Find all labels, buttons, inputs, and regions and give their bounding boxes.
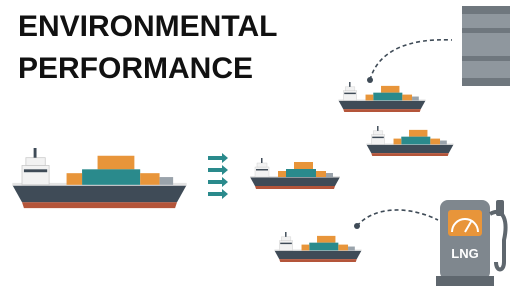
- arrows: [208, 153, 228, 199]
- title-line: ENVIRONMENTAL: [18, 10, 277, 43]
- path-dot: [367, 77, 373, 83]
- small-ship: [366, 126, 453, 156]
- small-ship: [250, 158, 340, 189]
- page: ENVIRONMENTAL PERFORMANCE LNG (() => { c…: [0, 0, 510, 286]
- fuel-pump: LNG: [436, 200, 505, 286]
- large-ship: [12, 148, 186, 208]
- path-dot: [354, 223, 360, 229]
- oil-barrel: [462, 6, 510, 86]
- dashed-path: [357, 210, 438, 226]
- small-ship: [338, 82, 425, 112]
- infographic: ENVIRONMENTAL PERFORMANCE LNG: [0, 0, 510, 286]
- small-ship: [274, 232, 361, 262]
- title-line: PERFORMANCE: [18, 52, 253, 85]
- pump-label: LNG: [451, 246, 478, 261]
- dashed-path: [370, 40, 452, 80]
